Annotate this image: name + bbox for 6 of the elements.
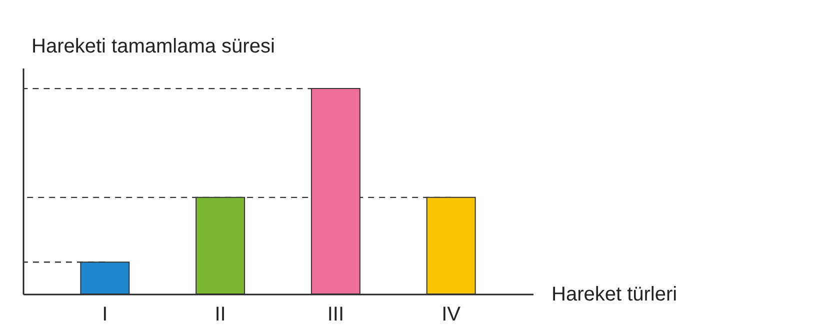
x-tick-label: IV bbox=[442, 304, 462, 326]
x-tick-label: II bbox=[214, 304, 226, 326]
x-tick-label: III bbox=[327, 304, 344, 326]
x-axis-title: Hareket türleri bbox=[552, 284, 678, 306]
x-tick-label: I bbox=[102, 304, 108, 326]
y-axis-title: Hareketi tamamlama süresi bbox=[32, 36, 275, 58]
